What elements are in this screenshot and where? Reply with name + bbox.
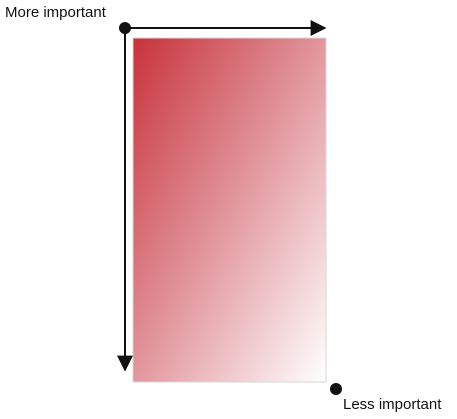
bottom-right-end-dot (330, 383, 342, 395)
more-important-label: More important (5, 4, 106, 21)
top-left-origin-dot (119, 22, 131, 34)
less-important-label: Less important (343, 396, 442, 413)
importance-gradient-panel (132, 37, 327, 383)
